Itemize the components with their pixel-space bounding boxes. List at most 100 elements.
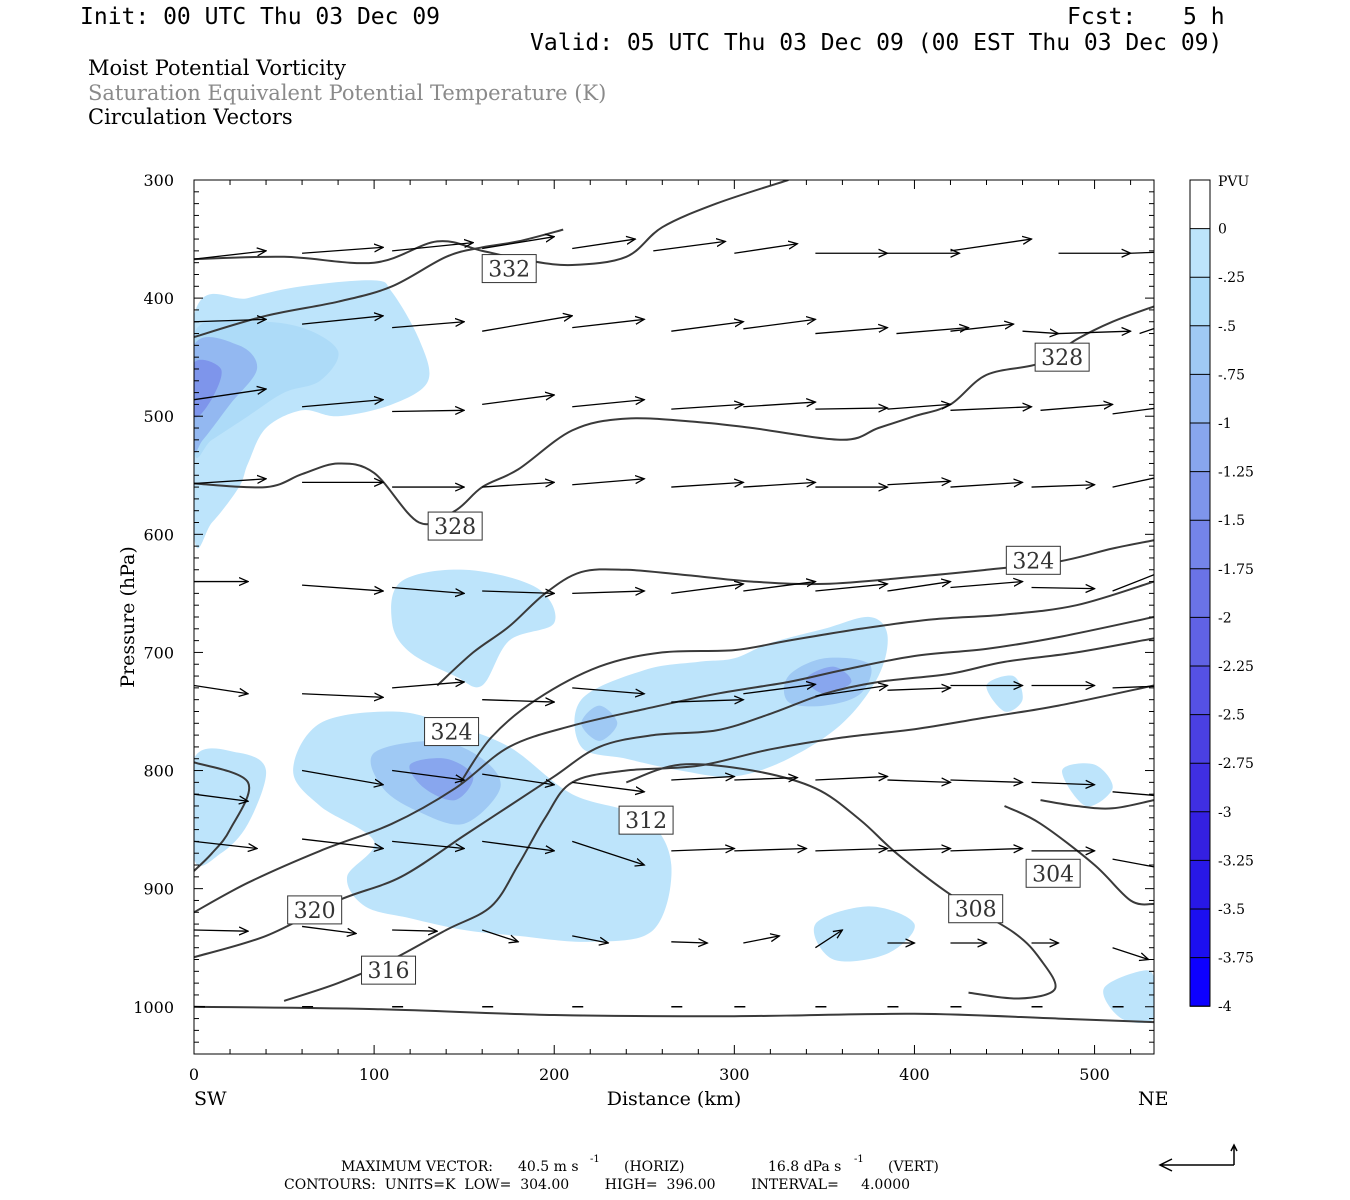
contour-label: 328 [427, 511, 483, 541]
circulation-vector [815, 848, 887, 850]
contour-label-text: 328 [434, 515, 476, 540]
colorbar-label: -.5 [1218, 319, 1236, 335]
contour-label: 324 [1005, 545, 1061, 575]
pv-region [986, 675, 1023, 712]
theta-es-contour [283, 684, 1154, 1002]
colorbar-swatch [1190, 520, 1210, 569]
colorbar: PVU 0 -.25 -.5 -.75 -1 -1.25 -1.5 -1.75 -2 -2.25 -2… [1189, 174, 1254, 1015]
theta-es-contour [194, 1005, 1154, 1024]
circulation-vector [950, 848, 1022, 850]
circulation-vector [671, 942, 707, 943]
circulation-vector [743, 936, 779, 944]
circulation-vector [301, 838, 383, 848]
contour-label-box [427, 511, 483, 541]
y-tick-label: 900 [143, 880, 174, 899]
colorbar-swatch [1190, 180, 1210, 229]
colorbar-swatch [1190, 325, 1210, 375]
y-tick-label: 800 [143, 762, 174, 781]
contour-label-box [361, 955, 417, 985]
theta-es-contour [194, 616, 1154, 914]
colorbar-label: -3 [1218, 805, 1232, 821]
colorbar-label: -1.5 [1218, 513, 1245, 529]
colorbar-label: -.75 [1218, 367, 1245, 383]
colorbar-swatch [1190, 374, 1210, 423]
circulation-vector [887, 481, 950, 485]
colorbar-label: -1 [1218, 416, 1232, 432]
vert-tag: (VERT) [888, 1159, 939, 1175]
circulation-vector [392, 243, 473, 252]
circulation-vector [815, 930, 842, 949]
y-tick-label: 400 [143, 289, 174, 308]
circulation-vector [1112, 791, 1154, 797]
circulation-vector [887, 780, 950, 782]
colorbar-label: -2.75 [1218, 756, 1254, 772]
contour-label-box [1025, 858, 1081, 888]
circulation-vector [950, 482, 1022, 488]
contour-label-box [481, 254, 537, 284]
contour-labels: 332 328 328 324 324 312 304 308 320 316 [287, 254, 1090, 985]
horiz-exponent: -1 [590, 1154, 600, 1165]
circulation-vector [301, 925, 356, 933]
circulation-vector [671, 584, 743, 595]
circulation-vector [572, 781, 644, 791]
x-tick-label: 400 [899, 1065, 930, 1084]
circulation-vector [671, 700, 743, 702]
colorbar-label: -.25 [1218, 270, 1245, 286]
colorbar-label: -1.75 [1218, 562, 1254, 578]
circulation-vector [671, 776, 734, 780]
x-tick-label: 500 [1079, 1065, 1110, 1084]
x-tick-label: 200 [539, 1065, 570, 1084]
circulation-vector [194, 389, 266, 401]
colorbar-swatch [1190, 860, 1210, 909]
circulation-vector [482, 482, 554, 488]
circulation-vector [1130, 251, 1154, 254]
circulation-vector [815, 776, 887, 780]
circulation-vector [887, 848, 950, 850]
circulation-vector [572, 239, 635, 250]
title-theta-es: Saturation Equivalent Potential Temperat… [88, 81, 607, 105]
circulation-vector [302, 400, 383, 408]
x-tick-label: 300 [719, 1065, 750, 1084]
circulation-vector [482, 316, 572, 332]
circulation-vector [1058, 331, 1131, 333]
sw-label: SW [194, 1088, 227, 1110]
circulation-vector [302, 247, 383, 254]
circulation-vector [950, 582, 1022, 589]
valid-time: Valid: 05 UTC Thu 03 Dec 09 (00 EST Thu … [530, 30, 1223, 56]
contour-label-text: 324 [1012, 549, 1054, 574]
circulation-vector [743, 684, 815, 695]
theta-es-contour [625, 763, 1057, 1000]
circulation-vector [815, 686, 887, 697]
circulation-vector [950, 324, 1013, 332]
contour-label: 328 [1034, 342, 1090, 372]
circulation-vector [887, 582, 950, 592]
forecast-hour: 5 h [1183, 4, 1225, 30]
circulation-vector [1139, 327, 1154, 335]
circulation-vector [392, 586, 464, 593]
circulation-vector [1022, 331, 1059, 333]
contour-info: CONTOURS: UNITS=K LOW= 304.00 HIGH= 396.… [284, 1177, 911, 1193]
circulation-vector [743, 582, 815, 592]
circulation-vector [1112, 477, 1154, 488]
circulation-vector [194, 793, 248, 801]
pv-region [194, 359, 222, 418]
circulation-vector [194, 479, 266, 485]
title-mpv: Moist Potential Vorticity [88, 56, 346, 80]
circulation-vector [482, 700, 554, 702]
x-tick-label: 100 [359, 1065, 390, 1084]
circulation-vector [653, 241, 725, 252]
circulation-vector [302, 316, 383, 325]
circulation-vector [482, 840, 554, 850]
circulation-vector [392, 840, 464, 848]
pv-region [574, 616, 888, 777]
colorbar-label: 0 [1218, 222, 1227, 238]
vert-exponent: -1 [854, 1154, 864, 1165]
circulation-vector [950, 407, 1031, 411]
colorbar-swatch [1190, 957, 1210, 1007]
x-axis-label: Distance (km) [607, 1088, 742, 1110]
circulation-vector [743, 319, 815, 330]
circulation-vector [572, 479, 644, 486]
circulation-vector [671, 482, 743, 488]
circulation-vector [572, 400, 644, 408]
circulation-vector [392, 930, 437, 931]
